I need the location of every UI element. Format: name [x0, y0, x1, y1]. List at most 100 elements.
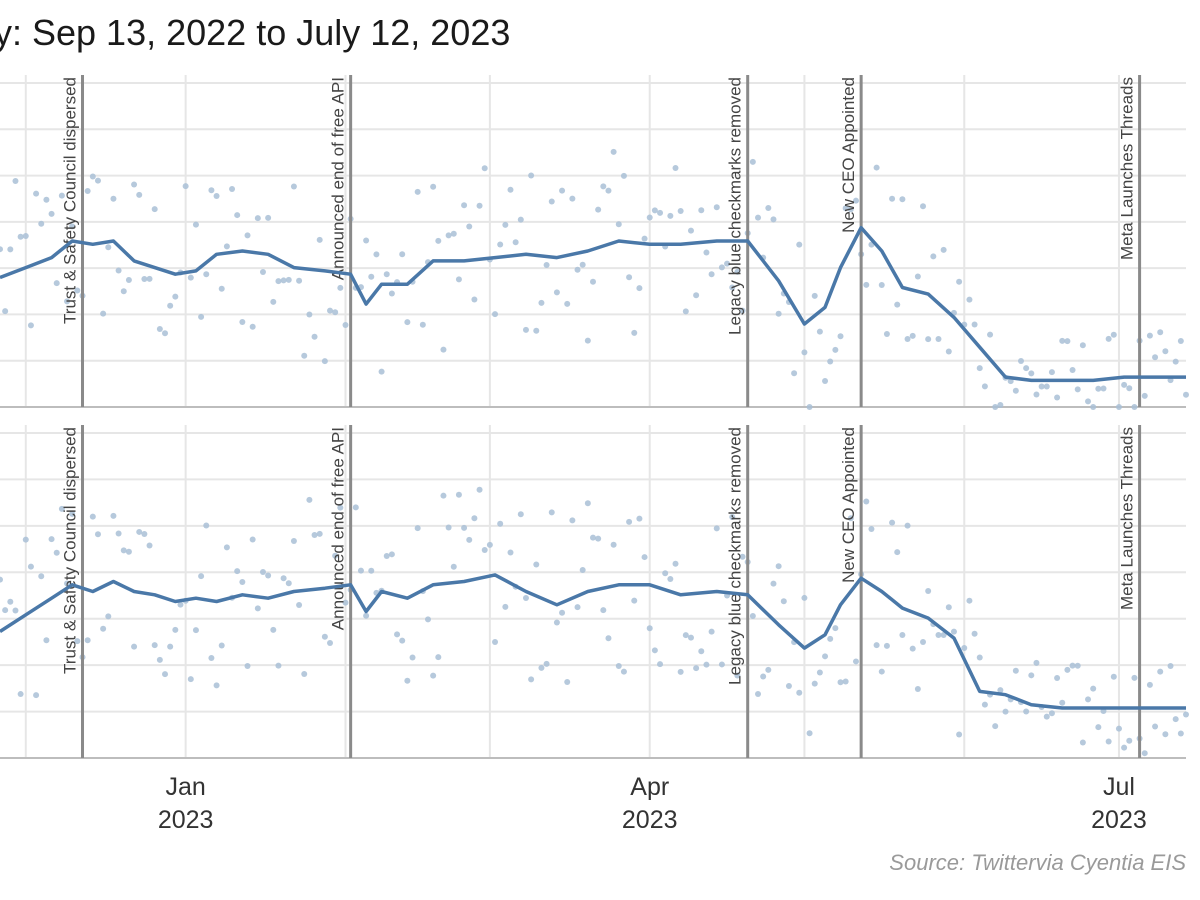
daily-point — [564, 300, 571, 307]
event-label: New CEO Appointed — [839, 77, 858, 233]
daily-point — [1069, 366, 1076, 373]
daily-point — [218, 642, 225, 649]
event-label: Legacy blue checkmarks removed — [726, 77, 745, 335]
daily-point — [827, 358, 834, 365]
daily-point — [7, 246, 14, 253]
daily-point — [956, 278, 963, 285]
daily-point — [713, 525, 720, 532]
daily-point — [1141, 750, 1148, 757]
daily-point — [481, 165, 488, 172]
daily-point — [626, 274, 633, 281]
daily-point — [301, 352, 308, 359]
daily-point — [703, 661, 710, 668]
daily-point — [22, 536, 29, 543]
daily-point — [724, 260, 731, 267]
daily-point — [837, 679, 844, 686]
daily-point — [311, 532, 318, 539]
daily-point — [899, 196, 906, 203]
daily-point — [533, 561, 540, 568]
daily-point — [404, 319, 411, 326]
daily-point — [1157, 329, 1164, 336]
daily-point — [259, 568, 266, 575]
daily-point — [682, 308, 689, 315]
daily-point — [615, 662, 622, 669]
daily-point — [595, 535, 602, 542]
daily-point — [481, 546, 488, 553]
daily-point — [1152, 723, 1159, 730]
daily-point — [765, 666, 772, 673]
daily-point — [940, 246, 947, 253]
daily-point — [275, 278, 282, 285]
daily-point — [290, 538, 297, 545]
daily-point — [1033, 659, 1040, 666]
event-label: Announced end of free API — [329, 77, 348, 280]
daily-point — [141, 275, 148, 282]
daily-point — [1183, 391, 1189, 398]
daily-point — [822, 378, 829, 385]
daily-point — [440, 346, 447, 353]
daily-point — [100, 625, 107, 632]
daily-point — [471, 296, 478, 303]
daily-point — [38, 220, 45, 227]
daily-point — [1023, 708, 1030, 715]
daily-point — [265, 214, 272, 221]
daily-point — [12, 177, 19, 184]
daily-point — [698, 207, 705, 214]
daily-point — [1074, 662, 1081, 669]
daily-point — [254, 215, 261, 222]
daily-point — [363, 612, 370, 619]
daily-point — [409, 654, 416, 661]
daily-point — [651, 647, 658, 654]
daily-point — [579, 566, 586, 573]
daily-point — [373, 251, 380, 258]
daily-point — [693, 665, 700, 672]
daily-point — [1090, 404, 1097, 410]
daily-point — [280, 277, 287, 284]
daily-point — [239, 318, 246, 325]
daily-point — [156, 325, 163, 332]
daily-point — [234, 212, 241, 219]
daily-point — [414, 188, 421, 195]
daily-point — [1115, 404, 1122, 410]
daily-point — [935, 336, 942, 343]
daily-point — [167, 643, 174, 650]
daily-point — [1048, 710, 1055, 717]
daily-point — [1085, 398, 1092, 405]
daily-point — [146, 275, 153, 282]
daily-point — [770, 216, 777, 223]
daily-point — [466, 536, 473, 543]
daily-point — [476, 486, 483, 493]
daily-point — [528, 676, 535, 683]
daily-point — [450, 563, 457, 570]
daily-point — [739, 553, 746, 560]
daily-point — [971, 321, 978, 328]
daily-point — [342, 599, 349, 606]
daily-point — [672, 164, 679, 171]
daily-point — [569, 517, 576, 524]
daily-point — [378, 368, 385, 375]
daily-point — [775, 310, 782, 317]
daily-point — [296, 602, 303, 609]
daily-point — [125, 548, 132, 555]
daily-point — [435, 237, 442, 244]
daily-point — [693, 292, 700, 299]
daily-point — [69, 510, 76, 517]
daily-point — [641, 235, 648, 242]
daily-point — [461, 524, 468, 531]
daily-point — [852, 197, 859, 204]
daily-point — [878, 668, 885, 675]
daily-point — [120, 288, 127, 295]
daily-point — [595, 206, 602, 213]
event-label: Trust & Safety Council dispersed — [61, 427, 80, 674]
daily-point — [590, 534, 596, 541]
daily-point — [749, 158, 756, 165]
daily-point — [610, 148, 617, 155]
daily-point — [687, 227, 694, 234]
daily-point — [780, 598, 787, 605]
daily-point — [1110, 331, 1117, 338]
daily-point — [584, 500, 591, 507]
daily-point — [626, 518, 633, 525]
daily-point — [1105, 738, 1112, 745]
daily-point — [280, 575, 287, 582]
daily-point — [837, 333, 844, 340]
